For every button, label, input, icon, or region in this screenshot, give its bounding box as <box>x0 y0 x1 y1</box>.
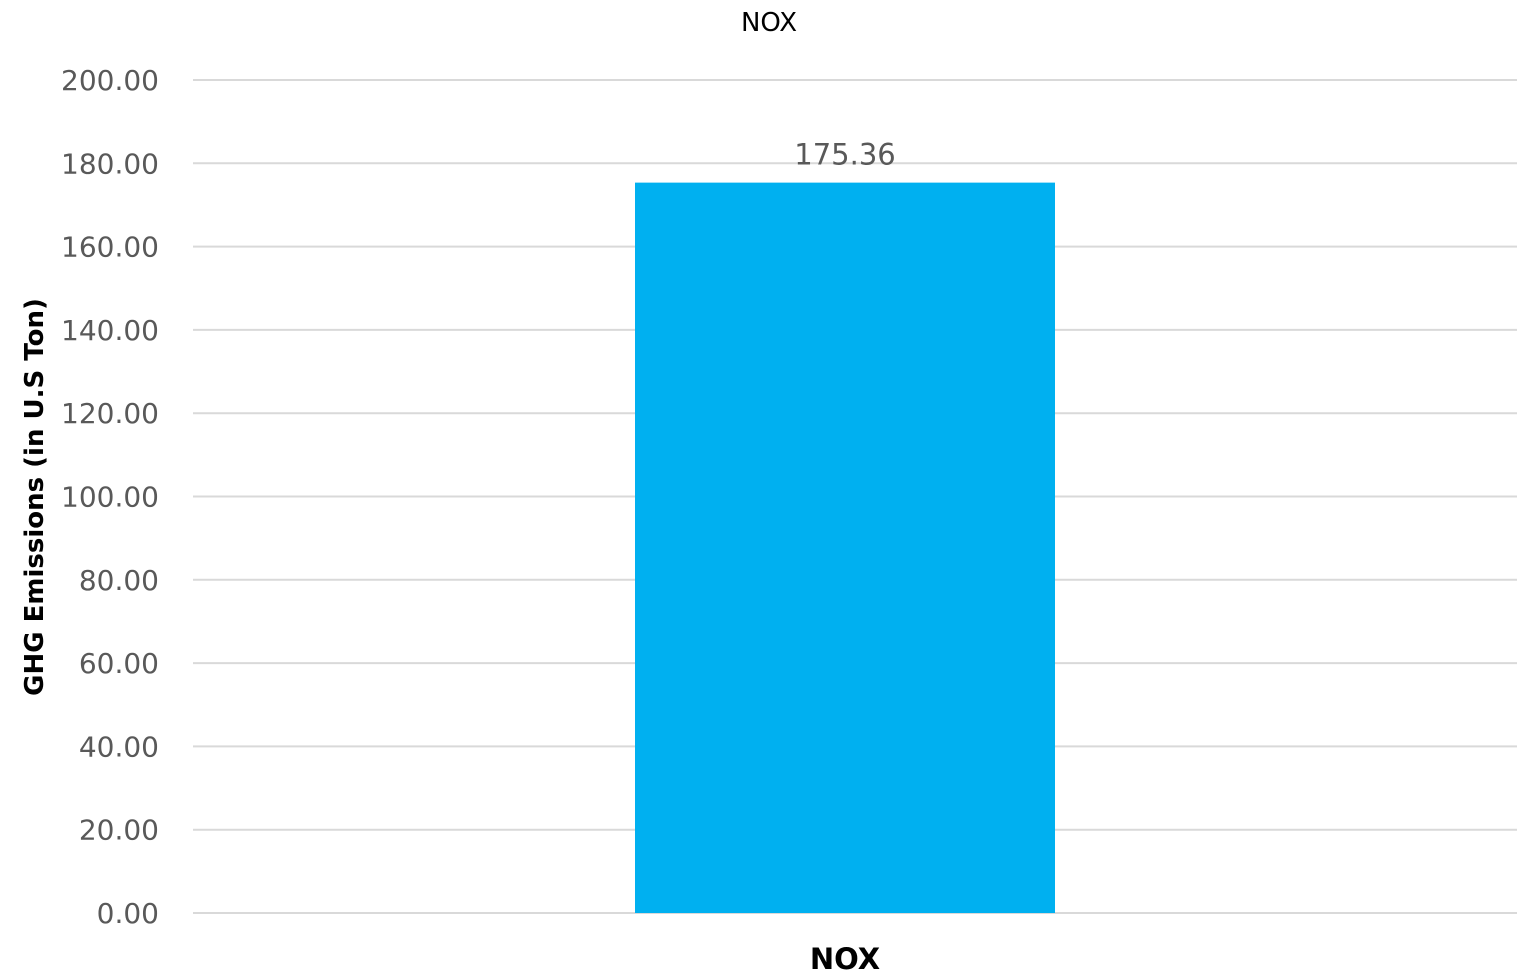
y-tick-label: 200.00 <box>61 64 159 97</box>
y-tick-label: 80.00 <box>79 564 159 597</box>
y-tick-label: 160.00 <box>61 231 159 264</box>
y-tick-label: 140.00 <box>61 314 159 347</box>
bar <box>635 182 1055 913</box>
y-tick-label: 100.00 <box>61 481 159 514</box>
y-axis-title: GHG Emissions (in U.S Ton) <box>20 298 50 696</box>
x-tick-label: NOX <box>810 942 880 975</box>
y-tick-label: 60.00 <box>79 647 159 680</box>
y-tick-label: 120.00 <box>61 397 159 430</box>
data-label: 175.36 <box>794 138 895 172</box>
x-axis: NOX <box>810 942 880 975</box>
data-labels: 175.36 <box>794 138 895 172</box>
y-tick-label: 20.00 <box>79 814 159 847</box>
y-tick-label: 180.00 <box>61 147 159 180</box>
y-axis: 0.00 20.00 40.00 60.00 80.00 100.00 120.00 140.… <box>61 64 159 930</box>
y-tick-label: 40.00 <box>79 730 159 763</box>
y-tick-label: 0.00 <box>97 897 159 930</box>
chart-title: NOX <box>741 8 797 38</box>
bars <box>635 182 1055 913</box>
